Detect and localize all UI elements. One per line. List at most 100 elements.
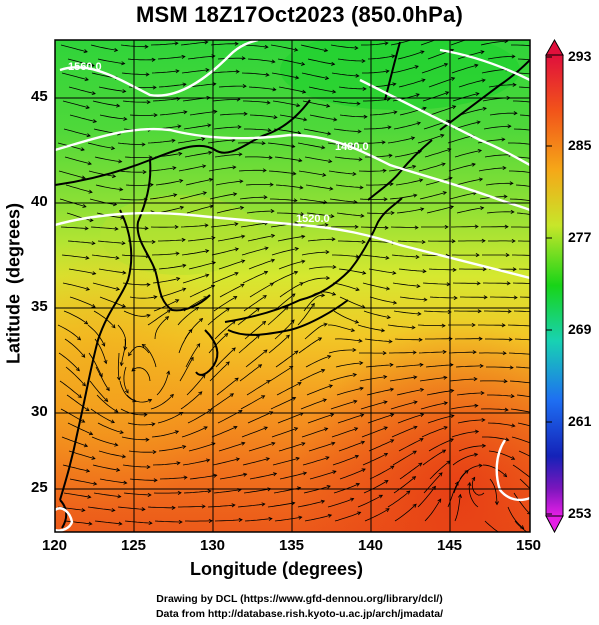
streamline-arrowhead: [420, 50, 425, 55]
streamline-arrowhead: [323, 48, 329, 53]
streamline: [60, 44, 88, 53]
streamline: [334, 338, 362, 342]
streamline-arrowhead: [147, 398, 153, 403]
streamline: [480, 40, 508, 46]
streamline-arrowhead: [300, 61, 306, 66]
streamline-arrowhead: [389, 362, 394, 367]
streamline: [417, 486, 436, 508]
streamline-arrowhead: [169, 393, 174, 398]
streamline: [514, 338, 530, 341]
streamline: [117, 506, 145, 510]
streamline-arrowhead: [354, 45, 359, 50]
streamline-arrowhead: [512, 267, 517, 272]
streamline-arrowhead: [231, 347, 236, 352]
streamline: [150, 394, 174, 410]
streamline-arrowhead: [359, 185, 364, 190]
streamline-arrowhead: [534, 411, 537, 414]
contour-label: 1560.0: [68, 61, 102, 73]
streamline: [327, 498, 354, 508]
streamline-arrowhead: [414, 225, 419, 230]
streamline: [87, 142, 115, 149]
streamline-arrowhead: [258, 364, 263, 369]
streamline: [330, 400, 357, 410]
streamline: [339, 114, 367, 118]
streamline: [423, 310, 452, 313]
streamline-arrowhead: [239, 205, 245, 210]
streamline-arrowhead: [480, 391, 485, 396]
y-tick-label: 45: [31, 88, 48, 105]
streamline-arrowhead: [326, 103, 331, 108]
streamline-arrowhead: [380, 328, 386, 333]
streamline-arrowhead: [471, 162, 476, 167]
streamline-arrowhead: [213, 109, 218, 114]
streamline-arrowhead: [148, 155, 153, 160]
streamline-arrowhead: [478, 336, 483, 341]
streamline: [298, 170, 326, 176]
streamline-arrowhead: [479, 363, 484, 368]
streamline-arrowhead: [114, 442, 119, 447]
streamline-arrowhead: [178, 519, 183, 525]
streamline: [271, 427, 298, 438]
streamline-arrowhead: [118, 159, 123, 164]
streamline-arrowhead: [204, 40, 209, 45]
streamline: [88, 352, 103, 377]
streamline: [57, 324, 81, 341]
streamline-arrowhead: [419, 362, 424, 367]
streamline: [61, 254, 89, 259]
streamline: [514, 520, 528, 532]
streamline-arrowhead: [533, 171, 536, 174]
streamline: [457, 419, 485, 424]
streamline-arrowhead: [538, 158, 541, 161]
streamline: [306, 385, 333, 396]
streamline: [507, 324, 530, 327]
streamline: [158, 445, 186, 452]
streamline-arrowhead: [321, 293, 326, 298]
streamline: [339, 296, 365, 308]
streamline: [302, 456, 330, 466]
streamline-arrowhead: [205, 68, 210, 73]
streamline: [277, 212, 304, 215]
streamline: [96, 394, 119, 413]
streamline-arrowhead: [332, 470, 337, 475]
streamline: [306, 212, 334, 217]
streamline: [68, 268, 96, 275]
streamline: [486, 211, 514, 214]
streamline: [455, 365, 483, 368]
streamline-arrowhead: [233, 192, 238, 197]
streamline: [518, 86, 530, 89]
streamline-arrowhead: [476, 120, 481, 125]
streamline-arrowhead: [321, 368, 326, 373]
streamline: [94, 520, 122, 525]
streamline-arrowhead: [411, 325, 416, 330]
streamline: [389, 194, 417, 200]
streamline: [392, 282, 420, 287]
streamline: [156, 371, 170, 396]
streamline-arrowhead: [196, 343, 201, 348]
streamline-arrowhead: [182, 445, 187, 449]
streamline: [420, 402, 448, 410]
streamline-arrowhead: [224, 333, 229, 338]
streamline: [122, 464, 150, 468]
streamline: [87, 506, 115, 511]
streamline-arrowhead: [325, 456, 330, 461]
streamline-arrowhead: [441, 162, 446, 167]
streamline-arrowhead: [89, 218, 94, 223]
streamline: [240, 395, 265, 410]
streamline: [338, 441, 365, 452]
streamline-arrowhead: [183, 475, 188, 480]
streamline: [334, 511, 361, 522]
streamline-arrowhead: [447, 148, 452, 152]
streamline: [267, 502, 295, 508]
streamline: [98, 450, 126, 458]
streamline-arrowhead: [422, 269, 427, 274]
streamline-arrowhead: [116, 467, 121, 472]
streamline-arrowhead: [478, 177, 484, 182]
streamline: [337, 414, 364, 424]
streamline-arrowhead: [350, 328, 356, 332]
streamline: [468, 482, 479, 508]
streamline-arrowhead: [362, 86, 367, 91]
streamline-arrowhead: [473, 377, 478, 382]
streamline: [240, 222, 268, 228]
streamline: [421, 63, 448, 74]
streamline: [338, 268, 366, 274]
